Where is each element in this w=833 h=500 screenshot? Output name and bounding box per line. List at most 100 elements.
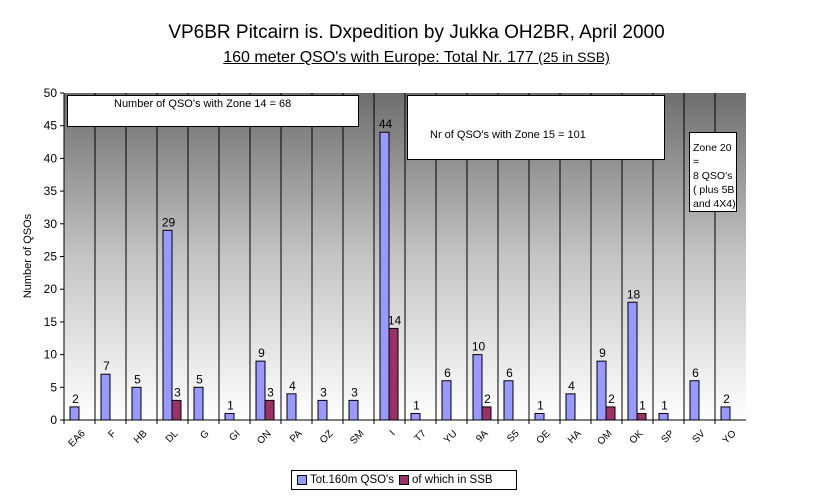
y-tick-label: 25 (44, 250, 58, 264)
legend-label-total: Tot.160m QSO's (310, 474, 395, 486)
data-label: 14 (388, 313, 402, 327)
x-tick-label: F (107, 428, 119, 440)
bar-total (162, 229, 173, 421)
data-label: 2 (72, 392, 79, 406)
x-tick-label: YU (442, 428, 460, 446)
bar-ssb (388, 327, 399, 421)
data-label: 4 (568, 379, 575, 393)
y-axis-label: Number of QSOs (22, 213, 34, 298)
x-tick-label: SV (690, 428, 707, 445)
data-label: 9 (599, 346, 606, 360)
bar-total (193, 386, 204, 421)
data-label: 6 (506, 366, 513, 380)
bar-total (100, 373, 111, 421)
y-tick-label: 35 (44, 184, 58, 198)
bar-total (596, 360, 607, 421)
data-label: 7 (103, 359, 110, 373)
bar-total (69, 406, 80, 421)
y-tick-label: 50 (44, 86, 58, 100)
data-label: 3 (351, 385, 358, 399)
data-label: 6 (692, 366, 699, 380)
x-tick-label: GI (227, 428, 242, 443)
y-tick-label: 5 (50, 380, 57, 394)
y-tick-label: 15 (44, 315, 58, 329)
bar-ssb (605, 406, 616, 421)
bar-total (503, 380, 514, 421)
grid-lines (94, 93, 716, 420)
data-label: 44 (379, 117, 393, 131)
bar-total (286, 393, 297, 421)
bar-ssb (636, 412, 647, 421)
x-tick-label: PA (288, 428, 305, 445)
axes (60, 92, 746, 424)
chart-subtitle: 160 meter QSO's with Europe: Total Nr. 1… (0, 49, 833, 67)
bar-total (441, 380, 452, 421)
bar-total (348, 399, 359, 421)
y-tick-labels: 0 5 10 15 20 25 30 35 40 45 50 (44, 86, 58, 427)
data-label: 9 (258, 346, 265, 360)
data-label: 3 (320, 385, 327, 399)
bar-total (379, 131, 390, 421)
bar-ssb (171, 399, 182, 421)
subtitle-note: (25 in SSB) (538, 49, 610, 65)
bar-total (472, 354, 483, 421)
data-label: 29 (162, 215, 176, 229)
data-label: 18 (627, 287, 641, 301)
annotation-zone14: Number of QSO's with Zone 14 = 68 (67, 95, 359, 127)
x-tick-label: OZ (318, 428, 336, 446)
legend-swatch-total (297, 475, 307, 485)
y-tick-label: 20 (44, 282, 58, 296)
bar-ssb (481, 406, 492, 421)
bar-total (131, 386, 142, 421)
x-tick-label: G (198, 428, 211, 441)
bar-total (627, 301, 638, 421)
data-label: 2 (723, 392, 730, 406)
data-label: 4 (289, 379, 296, 393)
x-tick-labels: EA6 F HB DL G GI ON PA OZ SM I T7 YU 9A S5 OE HA OM OK SP SV… (66, 428, 738, 449)
subtitle-main: 160 meter QSO's with Europe: Total Nr. 1… (223, 49, 534, 66)
annotation-zone20: Zone 20 = 8 QSO's ( plus 5B and 4X4) (689, 132, 737, 212)
x-tick-label: OK (628, 428, 646, 446)
y-tick-label: 40 (44, 151, 58, 165)
data-label: 1 (537, 398, 544, 412)
bar-total (534, 412, 545, 421)
x-tick-label: I (388, 428, 398, 438)
bar-total (224, 412, 235, 421)
y-tick-label: 0 (50, 413, 57, 427)
annotation-zone20-line1: Zone 20 = (693, 142, 732, 168)
annotation-zone15: Nr of QSO's with Zone 15 = 101 (407, 95, 665, 160)
bar-total (317, 399, 328, 421)
data-label: 5 (196, 372, 203, 386)
data-label: 3 (267, 385, 274, 399)
data-label: 1 (639, 398, 646, 412)
x-tick-label: DL (164, 428, 181, 445)
x-tick-label: YO (721, 428, 739, 446)
annotation-zone20-line4: and 4X4) (693, 198, 736, 210)
bar-total (689, 380, 700, 421)
x-tick-label: HB (132, 428, 150, 446)
bar-total (255, 360, 266, 421)
y-tick-label: 10 (44, 348, 58, 362)
legend-swatch-ssb (399, 475, 410, 485)
data-label: 5 (134, 372, 141, 386)
y-tick-label: 45 (44, 119, 58, 133)
data-label: 2 (484, 392, 491, 406)
x-tick-label: T7 (413, 428, 429, 444)
x-tick-label: S5 (505, 428, 522, 445)
bar-ssb (264, 399, 275, 421)
y-tick-label: 30 (44, 217, 58, 231)
data-label: 6 (444, 366, 451, 380)
x-tick-label: SP (659, 428, 676, 445)
bar-total (565, 393, 576, 421)
annotation-zone20-line2: 8 QSO's (693, 170, 733, 182)
legend-label-ssb: of which in SSB (412, 474, 493, 486)
data-label: 1 (227, 398, 234, 412)
x-tick-label: SM (348, 428, 366, 446)
data-label: 3 (174, 385, 181, 399)
x-tick-label: HA (566, 428, 584, 446)
data-label: 1 (661, 398, 668, 412)
bar-total (410, 412, 421, 421)
data-label: 1 (413, 398, 420, 412)
